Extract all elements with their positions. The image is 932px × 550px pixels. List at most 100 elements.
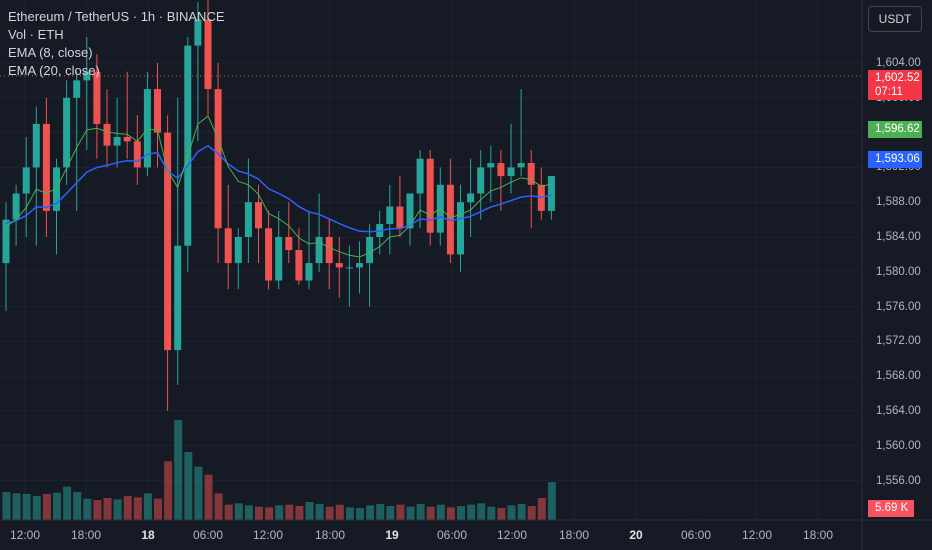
candle (204, 0, 212, 116)
volume-bar (53, 492, 61, 520)
candle-body (204, 19, 212, 90)
volume-bars (2, 420, 556, 520)
candle-body (305, 263, 313, 281)
time-tick: 18:00 (558, 528, 590, 542)
candle (537, 167, 545, 220)
volume-bar (154, 498, 162, 520)
candle-body (255, 202, 262, 229)
volume-bar (32, 496, 41, 520)
chart-legend: Ethereum / TetherUS · 1h · BINANCE Vol ·… (8, 8, 225, 80)
candle (426, 150, 434, 246)
candle (103, 89, 111, 168)
candle-body (103, 123, 111, 146)
candle (436, 167, 444, 246)
candle-body (154, 89, 161, 133)
volume-bar (315, 504, 324, 520)
volume-label[interactable]: Vol · ETH (8, 27, 64, 42)
candle (366, 223, 374, 307)
volume-bar (345, 507, 354, 520)
price-tick: 1,556.00 (876, 474, 921, 487)
volume-bar (295, 506, 304, 520)
volume-bar (356, 508, 364, 520)
candle (184, 36, 192, 272)
candle (53, 158, 60, 255)
candle (356, 241, 363, 294)
volume-bar (164, 461, 173, 520)
ema-fast-label[interactable]: EMA (8, close) (8, 45, 93, 60)
volume-bar (497, 508, 506, 520)
volume-bar (42, 494, 51, 520)
candle-body (356, 263, 363, 268)
candle (285, 202, 293, 264)
symbol-title[interactable]: Ethereum / TetherUS · 1h · BINANCE (8, 9, 225, 24)
ema-slow-label[interactable]: EMA (20, close) (8, 63, 100, 78)
volume-bar (457, 506, 465, 520)
candle-body (406, 193, 414, 229)
volume-bar (426, 506, 435, 520)
candle (194, 2, 202, 142)
volume-bar (234, 503, 243, 520)
candle (2, 202, 10, 311)
currency-button[interactable]: USDT (868, 6, 922, 32)
volume-bar (436, 504, 445, 520)
time-tick: 18:00 (314, 528, 346, 542)
candle-body (113, 136, 121, 146)
volume-bar (467, 504, 476, 520)
volume-bar (214, 493, 223, 520)
volume-bar (416, 504, 425, 520)
volume-bar (325, 506, 334, 520)
volume-badge: 5.69 K (868, 500, 914, 517)
ema-slow-line (5, 144, 552, 233)
volume-bar (194, 466, 203, 520)
candle-body (467, 193, 475, 203)
time-tick: 06:00 (680, 528, 712, 542)
candle-body (477, 167, 485, 194)
candle-body (457, 202, 464, 255)
candle-body (345, 267, 353, 269)
candle (265, 210, 273, 290)
volume-bar (305, 502, 314, 520)
candle (214, 63, 222, 264)
candle (224, 184, 232, 290)
candle (386, 184, 394, 255)
candle (234, 228, 242, 290)
candle-body (487, 163, 495, 168)
price-tick: 1,580.00 (876, 265, 921, 278)
volume-bar (527, 506, 536, 520)
candle (325, 219, 333, 290)
candle-body (527, 163, 535, 185)
candle-body (214, 89, 222, 229)
candle (497, 150, 505, 211)
candle (315, 193, 323, 272)
volume-bar (255, 506, 263, 520)
time-tick: 12:00 (741, 528, 773, 542)
candle (487, 145, 495, 203)
volume-bar (537, 498, 546, 520)
candle-body (275, 237, 283, 281)
candle (255, 184, 262, 264)
countdown-timer: 07:11 (875, 86, 903, 98)
volume-bar (224, 504, 233, 520)
candles (2, 0, 555, 411)
volume-bar (113, 499, 122, 520)
volume-bar (103, 498, 112, 520)
candle-body (426, 158, 434, 233)
candle-body (446, 184, 454, 255)
volume-bar (517, 504, 526, 520)
candle (517, 89, 525, 177)
price-tick: 1,568.00 (876, 370, 921, 383)
candle-body (497, 163, 505, 177)
candle-body (53, 167, 60, 211)
candle (164, 115, 172, 411)
candle (42, 97, 50, 237)
candle (83, 36, 91, 150)
time-tick: 12:00 (9, 528, 41, 542)
price-tick: 1,576.00 (876, 300, 921, 313)
price-tick: 1,572.00 (876, 335, 921, 348)
volume-bar (396, 504, 405, 520)
time-tick: 20 (629, 528, 643, 542)
time-tick: 19 (385, 528, 399, 542)
candle-body (234, 237, 242, 264)
volume-bar (93, 500, 102, 520)
